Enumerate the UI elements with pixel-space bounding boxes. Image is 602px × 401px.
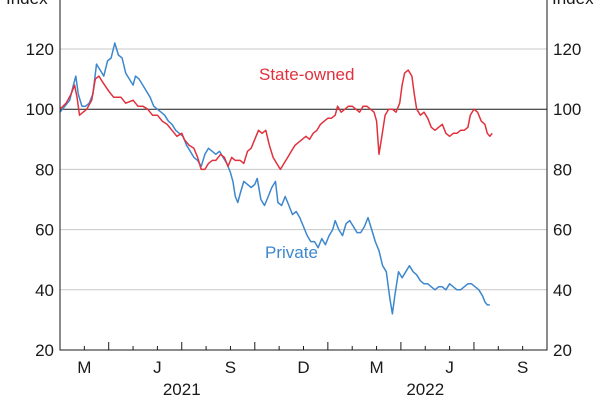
y-tick-right-20: 20 xyxy=(553,341,572,360)
x-month-label: M xyxy=(77,358,91,377)
y-tick-left-40: 40 xyxy=(35,281,54,300)
x-month-label: S xyxy=(517,358,528,377)
x-month-label: J xyxy=(153,358,162,377)
unit-label-left: Index xyxy=(6,0,48,8)
series-layer xyxy=(59,42,493,315)
y-tick-left-120: 120 xyxy=(26,40,54,59)
x-month-label: D xyxy=(297,358,309,377)
y-tick-left-100: 100 xyxy=(26,100,54,119)
x-year-label: 2021 xyxy=(163,380,201,399)
y-tick-right-120: 120 xyxy=(553,40,581,59)
y-tick-right-80: 80 xyxy=(553,160,572,179)
y-tick-right-40: 40 xyxy=(553,281,572,300)
y-tick-left-80: 80 xyxy=(35,160,54,179)
x-tick-labels: M J S D M J S 2021 2022 xyxy=(77,358,528,399)
y-tick-left-20: 20 xyxy=(35,341,54,360)
x-ticks xyxy=(83,342,524,350)
series-label-state-owned: State-owned xyxy=(259,65,354,84)
y-tick-labels: 20 20 40 40 60 60 80 80 100 100 120 120 xyxy=(26,40,582,360)
plot-frame xyxy=(59,0,548,351)
y-tick-left-60: 60 xyxy=(35,221,54,240)
y-tick-right-60: 60 xyxy=(553,221,572,240)
y-tick-right-100: 100 xyxy=(553,100,581,119)
series-line-state-owned xyxy=(59,69,493,171)
x-month-label: J xyxy=(445,358,454,377)
x-year-label: 2022 xyxy=(406,380,444,399)
unit-label-right: Index xyxy=(552,0,594,8)
x-month-label: S xyxy=(225,358,236,377)
series-label-private: Private xyxy=(265,243,318,262)
x-month-label: M xyxy=(369,358,383,377)
series-line-private xyxy=(59,42,490,315)
gridlines xyxy=(60,48,547,291)
